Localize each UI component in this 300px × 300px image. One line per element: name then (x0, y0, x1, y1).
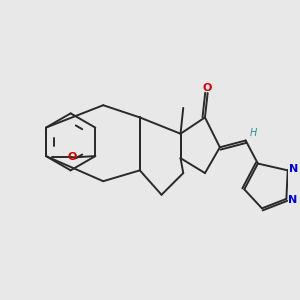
Text: O: O (203, 83, 212, 93)
Text: N: N (289, 164, 298, 174)
Text: O: O (68, 152, 77, 163)
Text: H: H (250, 128, 257, 138)
Text: N: N (288, 195, 297, 205)
